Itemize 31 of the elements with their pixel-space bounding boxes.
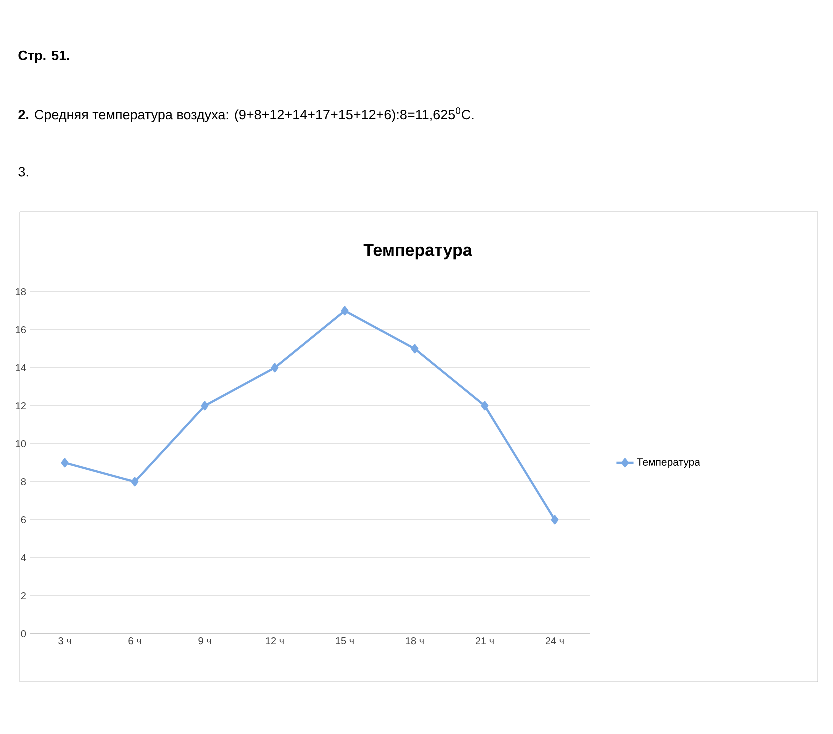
point bbox=[341, 306, 349, 316]
text: 3. bbox=[18, 167, 28, 177]
x-tick-label: 21 ч bbox=[476, 638, 494, 645]
x-tick-label: 6 ч bbox=[128, 638, 142, 645]
y-tick-label: 6 bbox=[21, 516, 26, 524]
text: 2. Средняя температура воздуха: (9+8+12+14+17+15+12+6):8=11,625$^{0}$C. bbox=[18, 108, 474, 122]
x-tick-label: 15 ч bbox=[336, 638, 354, 645]
x-tick-label: 18 ч bbox=[406, 638, 424, 645]
y-tick-label: 10 bbox=[16, 440, 26, 448]
y-tick-label: 8 bbox=[21, 478, 26, 486]
point bbox=[61, 458, 69, 468]
x-tick-label: 24 ч bbox=[546, 638, 564, 645]
y-tick-label: 18 bbox=[16, 288, 26, 296]
x-tick-label: 9 ч bbox=[198, 638, 212, 645]
x-tick-label: 3 ч bbox=[58, 638, 72, 645]
y-tick-label: 14 bbox=[16, 364, 26, 372]
point bbox=[131, 477, 139, 487]
y-tick-label: 2 bbox=[21, 592, 26, 600]
x-tick-label: 12 ч bbox=[266, 638, 284, 645]
point bbox=[411, 344, 419, 354]
point bbox=[201, 401, 209, 411]
legend-label: Температура bbox=[637, 458, 700, 468]
chart-title: Температура bbox=[364, 244, 472, 260]
y-tick-label: 12 bbox=[16, 402, 26, 410]
point bbox=[271, 363, 279, 373]
y-tick-label: 0 bbox=[21, 630, 26, 638]
y-tick-label: 16 bbox=[16, 326, 26, 334]
point bbox=[481, 401, 489, 411]
point bbox=[551, 515, 559, 525]
y-tick-label: 4 bbox=[21, 554, 26, 562]
text: Стр. 51. bbox=[18, 50, 70, 64]
